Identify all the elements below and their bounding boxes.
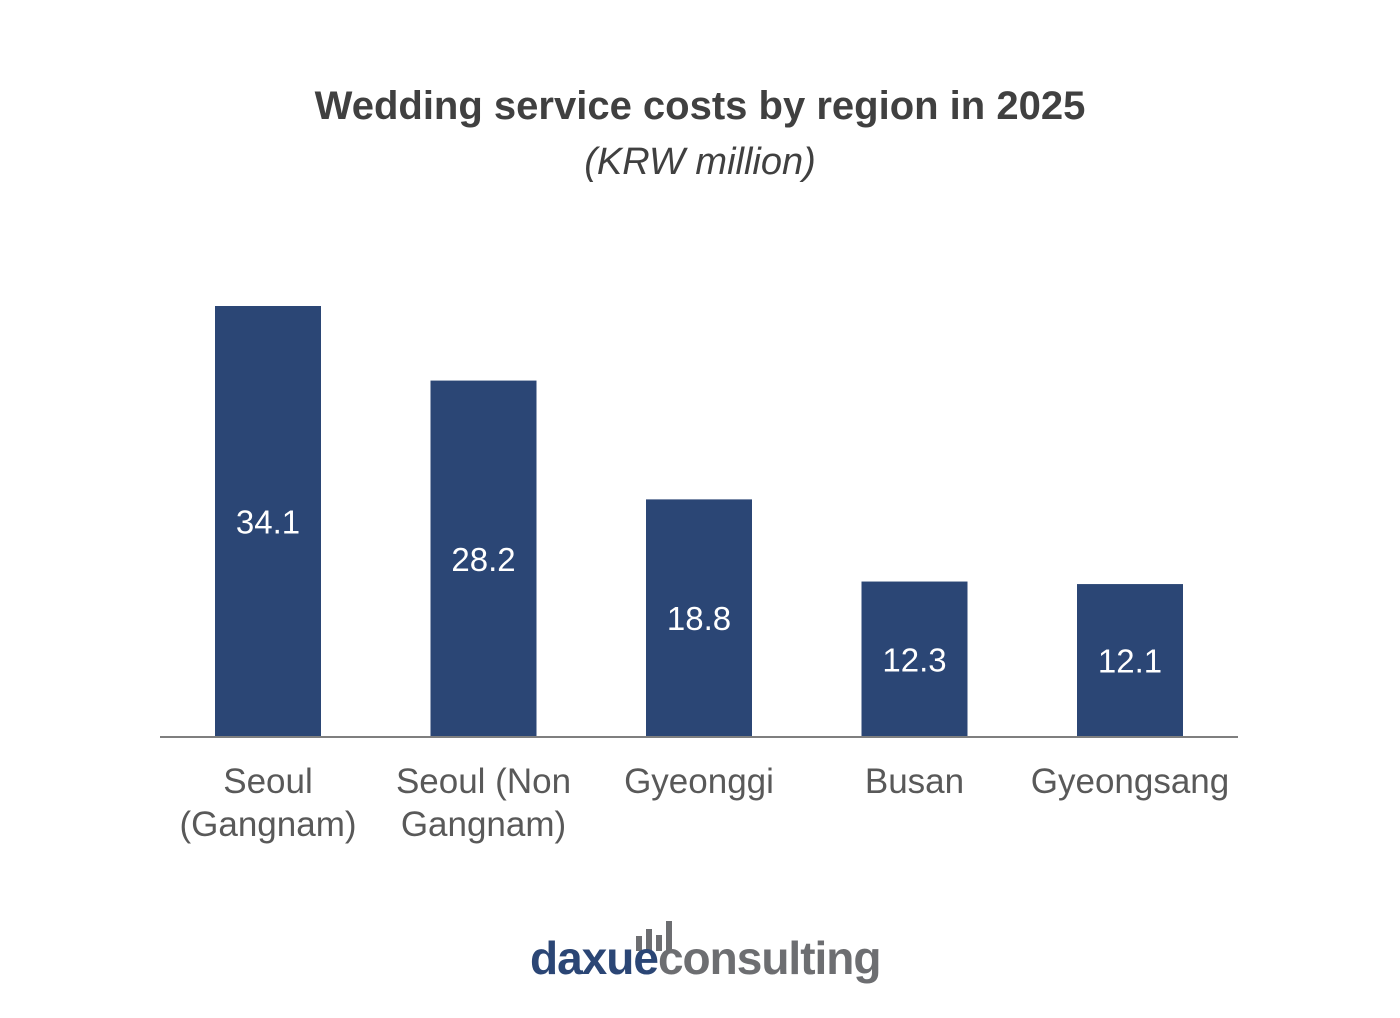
logo-icon-bar: [636, 936, 642, 951]
data-label-1: 28.2: [451, 541, 515, 578]
category-label-line: Gyeonggi: [624, 762, 774, 801]
category-labels-layer: Seoul (Gangnam) Seoul (Non Gangnam) Gyeonggi…: [179, 762, 1229, 844]
data-label-3: 12.3: [882, 641, 946, 678]
data-label-0: 34.1: [236, 504, 300, 541]
logo-text-daxue: daxue: [530, 932, 659, 984]
category-label-0: Seoul (Gangnam): [179, 762, 356, 844]
data-label-4: 12.1: [1098, 643, 1162, 680]
bar-3: [861, 581, 968, 737]
chart-title: Wedding service costs by region in 2025: [314, 84, 1086, 128]
category-label-1: Seoul (Non Gangnam): [396, 762, 571, 844]
chart-subtitle: (KRW million): [584, 141, 816, 183]
bar-4: [1077, 584, 1183, 737]
logo-text-consulting: consulting: [657, 932, 882, 984]
logo-icon-bar: [656, 934, 662, 951]
category-label-3: Busan: [865, 762, 964, 801]
bar-1: [430, 380, 537, 737]
bar-0: [215, 306, 321, 737]
category-label-line: Seoul: [223, 762, 313, 801]
category-label-2: Gyeonggi: [624, 762, 774, 801]
bar-2: [646, 499, 752, 737]
logo-wordmark: daxueconsulting: [530, 932, 881, 984]
data-label-2: 18.8: [667, 600, 731, 637]
category-label-line: Seoul (Non: [396, 762, 571, 801]
bar-chart-icon: [636, 911, 672, 951]
category-label-line: (Gangnam): [179, 805, 356, 844]
logo-icon-bar: [646, 928, 652, 951]
category-label-line: Busan: [865, 762, 964, 801]
logo-icon-bar: [666, 921, 672, 951]
category-label-4: Gyeongsang: [1031, 762, 1229, 801]
data-labels-layer: 34.1 28.2 18.8 12.3 12.1: [236, 504, 1162, 680]
bars-layer: [215, 306, 1183, 737]
category-label-line: Gyeongsang: [1031, 762, 1229, 801]
category-label-line: Gangnam): [401, 805, 566, 844]
daxue-consulting-logo: daxueconsulting: [530, 906, 881, 986]
